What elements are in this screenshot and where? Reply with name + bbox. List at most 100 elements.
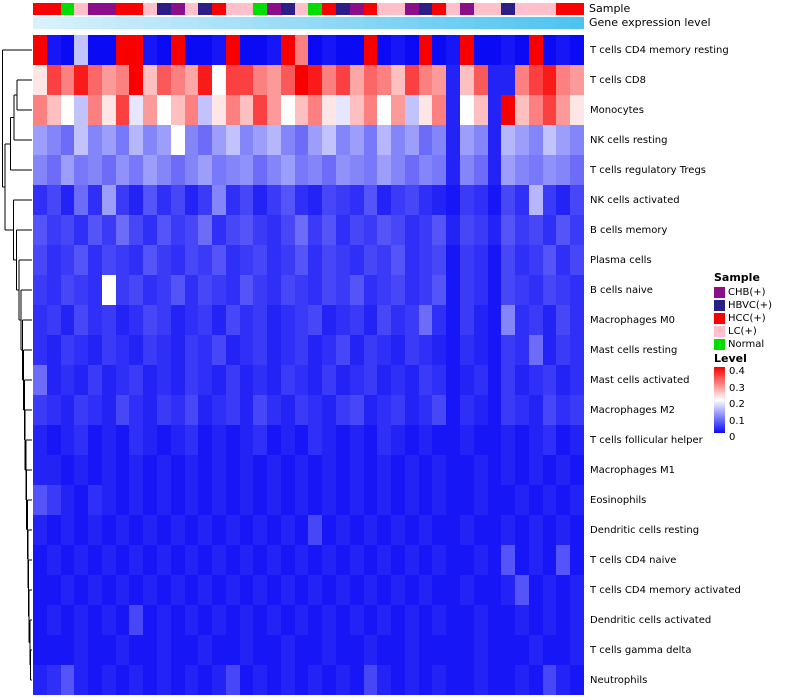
- row-label: T cells CD8: [590, 74, 646, 86]
- heatmap-cell: [33, 425, 47, 455]
- heatmap-cell: [528, 215, 543, 245]
- legend-color-swatch: [714, 313, 725, 324]
- heatmap-cell: [322, 545, 337, 575]
- heatmap-cell: [308, 605, 323, 635]
- heatmap-cell: [170, 545, 185, 575]
- heatmap-cell: [239, 95, 254, 125]
- heatmap-cell: [88, 275, 102, 305]
- heatmap-cell: [308, 275, 323, 305]
- heatmap-cell: [184, 665, 199, 695]
- heatmap-cell: [336, 605, 350, 635]
- heatmap-cell: [156, 425, 171, 455]
- heatmap-cell: [225, 215, 240, 245]
- heatmap-cell: [184, 545, 199, 575]
- heatmap-cell: [170, 485, 185, 515]
- heatmap-cell: [515, 545, 529, 575]
- heatmap-cell: [446, 665, 461, 695]
- heatmap-cell: [446, 515, 461, 545]
- sample-annotation-cell: [184, 3, 199, 15]
- heatmap-cell: [391, 125, 405, 155]
- heatmap-cell: [267, 245, 281, 275]
- heatmap-cell: [156, 455, 171, 485]
- heatmap-cell: [487, 605, 502, 635]
- heatmap-cell: [363, 425, 378, 455]
- heatmap-cell: [570, 35, 584, 65]
- expression-annotation-cell: [88, 17, 102, 29]
- heatmap-cell: [515, 665, 529, 695]
- heatmap-cell: [101, 275, 116, 305]
- heatmap-cell: [101, 335, 116, 365]
- heatmap-cell: [391, 35, 405, 65]
- heatmap-cell: [308, 305, 323, 335]
- heatmap-cell: [198, 455, 213, 485]
- heatmap-cell: [225, 95, 240, 125]
- heatmap-cell: [225, 245, 240, 275]
- heatmap-cell: [404, 485, 419, 515]
- heatmap-cell: [404, 155, 419, 185]
- heatmap-cell: [184, 635, 199, 665]
- heatmap-cell: [528, 65, 543, 95]
- heatmap-cell: [556, 335, 571, 365]
- heatmap-cell: [322, 575, 337, 605]
- heatmap-cell: [156, 35, 171, 65]
- legend-entry: Normal: [714, 338, 772, 351]
- heatmap-cell: [349, 155, 364, 185]
- heatmap-cell: [46, 275, 61, 305]
- heatmap-cell: [156, 275, 171, 305]
- heatmap-cell: [418, 305, 433, 335]
- heatmap-cell: [115, 185, 130, 215]
- heatmap-cell: [33, 275, 47, 305]
- heatmap-cell: [377, 95, 392, 125]
- heatmap-cell: [239, 125, 254, 155]
- heatmap-cell: [473, 35, 488, 65]
- heatmap-cell: [460, 155, 474, 185]
- heatmap-cell: [460, 425, 474, 455]
- heatmap-cell: [446, 185, 461, 215]
- heatmap-cell: [74, 335, 89, 365]
- heatmap-cell: [253, 275, 268, 305]
- heatmap-cell: [391, 275, 405, 305]
- heatmap-cell: [267, 605, 281, 635]
- heatmap-cell: [143, 635, 157, 665]
- heatmap-cell: [280, 185, 295, 215]
- heatmap-cell: [198, 305, 213, 335]
- heatmap-cell: [101, 425, 116, 455]
- heatmap-cell: [212, 35, 226, 65]
- heatmap-cell: [129, 425, 144, 455]
- heatmap-cell: [101, 125, 116, 155]
- heatmap-cell: [156, 215, 171, 245]
- legend-color-swatch: [714, 300, 725, 311]
- heatmap-cell: [143, 665, 157, 695]
- heatmap-cell: [294, 155, 309, 185]
- heatmap-cell: [280, 515, 295, 545]
- heatmap-cell: [336, 545, 350, 575]
- heatmap-cell: [363, 395, 378, 425]
- heatmap-cell: [556, 215, 571, 245]
- heatmap-cell: [74, 395, 89, 425]
- heatmap-cell: [515, 335, 529, 365]
- expression-annotation-cell: [129, 17, 144, 29]
- heatmap-cell: [473, 455, 488, 485]
- heatmap-cell: [528, 455, 543, 485]
- heatmap-cell: [404, 275, 419, 305]
- heatmap-cell: [418, 365, 433, 395]
- expression-annotation-cell: [156, 17, 171, 29]
- heatmap-cell: [115, 425, 130, 455]
- heatmap-cell: [280, 275, 295, 305]
- heatmap-cell: [418, 185, 433, 215]
- heatmap-cell: [129, 35, 144, 65]
- heatmap-cell: [33, 125, 47, 155]
- heatmap-cell: [156, 365, 171, 395]
- heatmap-cell: [253, 575, 268, 605]
- heatmap-cell: [542, 65, 557, 95]
- heatmap-cell: [473, 635, 488, 665]
- heatmap-cell: [88, 635, 102, 665]
- heatmap-cell: [570, 275, 584, 305]
- heatmap-cell: [60, 485, 75, 515]
- heatmap-cell: [570, 365, 584, 395]
- heatmap-cell: [570, 455, 584, 485]
- heatmap-cell: [115, 365, 130, 395]
- heatmap-cell: [404, 635, 419, 665]
- heatmap-cell: [446, 125, 461, 155]
- heatmap-cell: [377, 425, 392, 455]
